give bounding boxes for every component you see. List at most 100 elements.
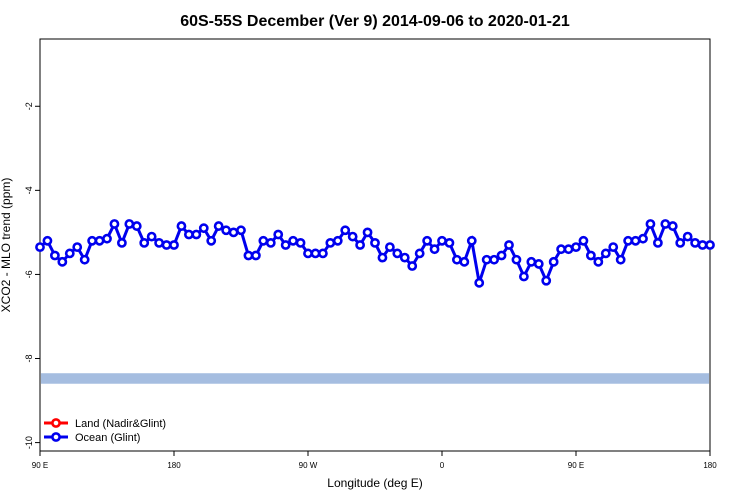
data-point [675, 237, 686, 248]
data-point [638, 233, 648, 244]
data-point [295, 237, 306, 248]
data-point [623, 235, 634, 246]
data-point [496, 250, 507, 261]
data-point [87, 235, 98, 246]
data-point [161, 240, 172, 250]
data-point [206, 235, 217, 246]
data-point [571, 242, 581, 253]
data-point [362, 227, 373, 238]
data-point [332, 235, 343, 246]
data-point [102, 233, 112, 244]
y-tick-label: -8 [24, 355, 34, 363]
data-point [481, 254, 492, 265]
data-point [399, 252, 410, 263]
data-point [444, 237, 455, 248]
series-layer [35, 219, 715, 288]
data-point [548, 256, 559, 267]
data-point [652, 237, 663, 248]
data-point [183, 229, 194, 240]
data-point [593, 256, 604, 267]
legend-swatch-marker [51, 418, 61, 428]
data-point [422, 235, 433, 246]
y-tick-label: -6 [24, 270, 34, 278]
legend-swatch-marker [51, 432, 61, 442]
data-point [280, 240, 291, 250]
x-axis: 90 E 180 90 W 0 90 E 180 [32, 451, 717, 470]
data-point [511, 254, 522, 265]
data-point [615, 254, 626, 265]
data-point [526, 256, 537, 267]
data-point [504, 240, 514, 250]
data-point [236, 225, 246, 236]
data-point [377, 252, 388, 263]
x-tick-label: 90 W [299, 461, 318, 470]
data-point [131, 221, 142, 231]
data-point [288, 235, 299, 246]
data-point [533, 259, 544, 269]
data-point [705, 240, 715, 250]
data-point [697, 240, 708, 250]
data-point [437, 235, 447, 246]
data-point [198, 223, 209, 234]
data-point [228, 227, 239, 238]
data-point [221, 225, 232, 236]
data-point [265, 237, 276, 248]
data-point [116, 237, 127, 248]
data-point [273, 229, 284, 240]
data-point [258, 235, 269, 246]
data-point [690, 237, 701, 248]
data-point [600, 248, 611, 259]
data-point [682, 231, 693, 242]
y-tick-label: -4 [24, 186, 34, 194]
data-point [176, 221, 187, 231]
data-point [169, 240, 179, 250]
data-point [384, 242, 395, 253]
data-point [474, 277, 485, 288]
data-point [355, 240, 366, 250]
data-point [94, 235, 105, 246]
data-point [466, 235, 477, 246]
data-point [429, 244, 440, 255]
data-point [451, 254, 462, 265]
data-point [146, 231, 157, 242]
chart-title: 60S-55S December (Ver 9) 2014-09-06 to 2… [180, 13, 570, 30]
x-tick-label: 0 [440, 461, 445, 470]
data-point [370, 237, 380, 248]
data-point [42, 235, 53, 246]
y-axis: -2 -4 -6 -8 -10 [24, 102, 40, 449]
data-point [541, 275, 552, 286]
data-point [243, 250, 254, 261]
data-point [518, 271, 529, 282]
data-point [49, 250, 60, 261]
data-point [630, 235, 641, 246]
y-tick-label: -2 [24, 102, 34, 110]
data-point [667, 221, 678, 231]
data-point [250, 250, 261, 261]
data-point [317, 248, 328, 259]
x-tick-label: 90 E [32, 461, 48, 470]
data-point [325, 237, 336, 248]
data-point [563, 244, 574, 255]
data-point [347, 231, 358, 242]
data-point [213, 221, 224, 231]
data-point [64, 248, 75, 259]
data-point [392, 248, 403, 259]
data-point [585, 250, 596, 261]
data-point [72, 242, 83, 253]
data-point [57, 256, 68, 267]
data-point [578, 235, 589, 246]
data-point [79, 254, 90, 265]
data-point [191, 229, 202, 240]
data-point [310, 248, 321, 259]
legend: Land (Nadir&Glint) Ocean (Glint) [44, 418, 166, 444]
y-tick-label: -10 [24, 436, 34, 449]
data-point [124, 219, 135, 229]
x-axis-label: Longitude (deg E) [327, 476, 422, 490]
data-point [35, 242, 45, 253]
x-tick-label: 180 [703, 461, 717, 470]
band-layer [41, 373, 709, 384]
data-point [414, 248, 425, 259]
data-point [660, 219, 671, 229]
legend-entry-label: Ocean (Glint) [75, 432, 140, 444]
